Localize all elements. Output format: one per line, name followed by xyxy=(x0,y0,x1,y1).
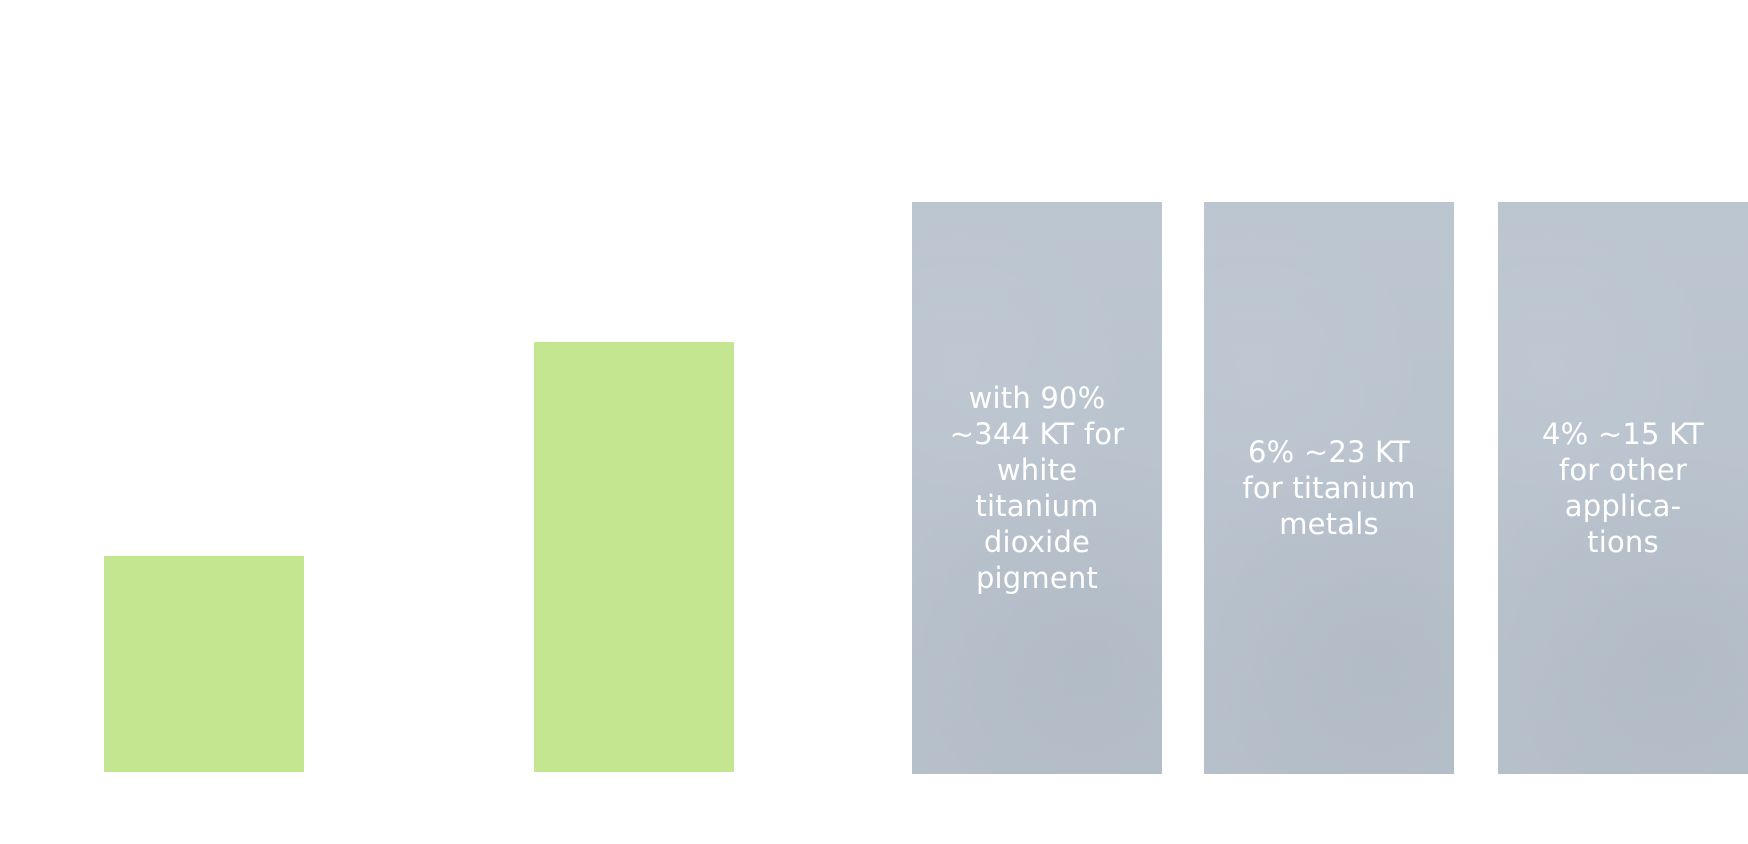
info-panel-titanium-metals: 6% ~23 KT for titanium metals xyxy=(1204,202,1454,774)
info-panel-text: 4% ~15 KT for other applica- tions xyxy=(1542,417,1704,559)
info-panel-text: 6% ~23 KT for titanium metals xyxy=(1242,435,1416,541)
info-panel-titanium-dioxide: with 90% ~344 KT for white titanium diox… xyxy=(912,202,1162,774)
info-panel-other-applications: 4% ~15 KT for other applica- tions xyxy=(1498,202,1748,774)
bar-1 xyxy=(104,556,304,772)
bars-group xyxy=(104,342,734,772)
bar-2 xyxy=(534,342,734,772)
info-panel-text: with 90% ~344 KT for white titanium diox… xyxy=(949,381,1125,595)
